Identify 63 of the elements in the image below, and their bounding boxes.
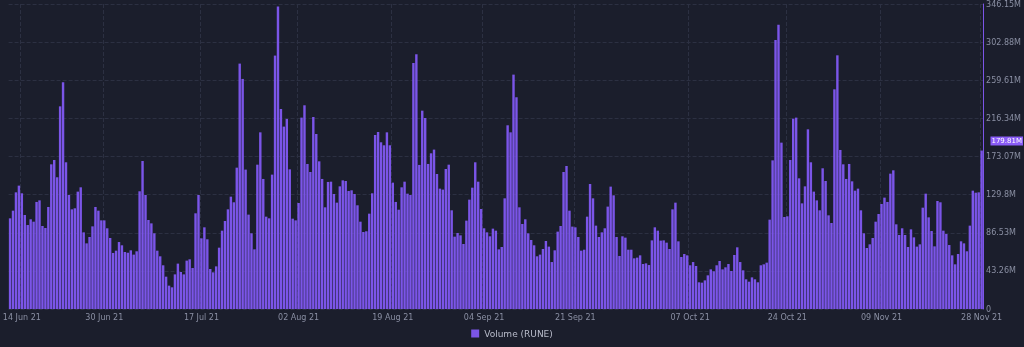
x-tick-label: 21 Sep 21 [555,312,596,322]
y-tick-label: 86.53M [986,228,1017,238]
bar [459,235,462,309]
bar [945,234,948,309]
y-tick-label: 0 [986,304,992,314]
bar [715,265,718,309]
bar [727,263,730,309]
y-tick-label: 302.88M [986,37,1022,47]
bar [238,63,241,309]
bar [150,223,153,309]
bar [350,190,353,309]
x-tick-label: 14 Jun 21 [2,312,41,322]
bar [312,117,315,309]
bar [97,210,100,309]
bar [674,202,677,309]
bar [403,181,406,309]
x-tick-label: 30 Jun 21 [85,312,124,322]
bar [94,206,97,309]
bar [924,193,927,309]
x-tick-label: 17 Jul 21 [183,312,219,322]
bar [259,132,262,309]
bar [456,232,459,309]
x-tick-label: 28 Nov 21 [961,312,1003,322]
bar [574,227,577,309]
x-tick-label: 24 Oct 21 [767,312,807,322]
bar [718,260,721,309]
y-tick-label: 173.07M [986,152,1022,161]
bar [512,74,515,309]
bar [936,200,939,309]
y-tick-label: 259.61M [986,75,1022,85]
legend-label: Volume (RUNE) [484,328,553,339]
bar [665,242,668,309]
y-tick-label: 43.26M [986,266,1017,276]
x-tick-label: 07 Oct 21 [670,312,710,322]
bar [141,160,144,309]
bar [892,170,895,309]
bar [621,236,624,309]
x-tick-label: 04 Sep 21 [463,312,505,322]
x-tick-label: 02 Aug 21 [278,312,320,322]
x-tick-label: 19 Aug 21 [372,312,414,322]
bar [35,201,38,309]
y-tick-label: 346.15M [986,0,1022,9]
bar [203,227,206,309]
bar [29,219,32,309]
y-tick-label: 129.8M [986,190,1017,200]
bar [889,173,892,309]
bar [777,24,780,309]
x-tick-label: 09 Nov 21 [861,312,903,322]
bar [724,267,727,309]
bar [303,105,306,309]
bar [38,200,41,309]
bar [883,197,886,309]
bar [506,125,509,309]
bar [415,54,418,309]
bar [565,165,568,309]
bar [836,55,839,309]
bar [624,237,627,309]
y-tick-label: 216.34M [986,113,1022,123]
bar [821,168,824,309]
bar [609,186,612,309]
bar [353,194,356,309]
bar [197,194,200,309]
bar [939,202,942,309]
